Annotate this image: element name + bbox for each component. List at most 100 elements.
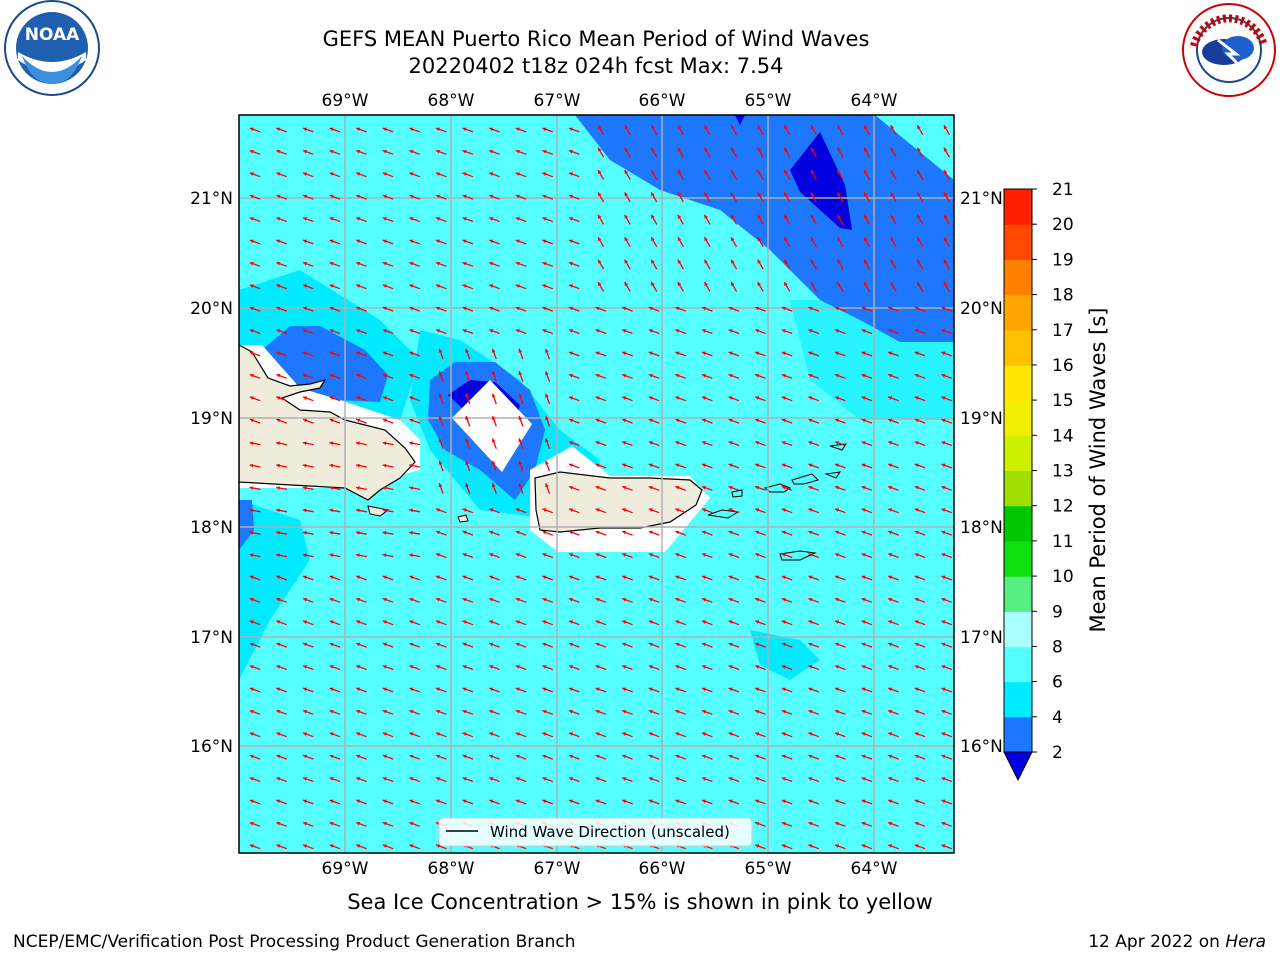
wind-arrow-head [781,306,786,311]
wind-arrow-head [914,463,919,468]
wind-arrow-head [890,237,895,242]
wind-arrow-head [624,259,629,264]
wind-arrow-head [784,147,788,152]
wind-arrow-head [276,709,281,714]
wind-arrow-head [595,620,600,624]
wind-arrow-head [438,348,443,353]
wind-arrow-head [728,642,733,647]
wind-arrow-head [648,754,653,759]
colorbar-tick-label: 6 [1052,673,1063,693]
wind-arrow-head [914,373,919,378]
wind-arrow-head [595,665,600,669]
wind-arrow-head [941,597,946,602]
wind-arrow-head [436,642,440,647]
wind-arrow-head [569,396,573,400]
wind-arrow-head [888,821,893,826]
wind-arrow-head [329,217,334,221]
wind-arrow-head [781,799,786,804]
wind-arrow-head [542,194,547,199]
wind-arrow-head [356,620,361,624]
colorbar-bin [1004,435,1032,472]
wind-arrow-head [675,754,680,759]
wind-arrow-head [624,214,629,219]
wind-arrow-head [489,127,494,132]
wind-arrow-head [249,531,254,535]
map-frame [238,114,955,854]
wind-arrow-head [755,665,760,669]
wind-arrow-head [356,194,361,199]
wind-arrow-head [249,396,254,400]
wind-arrow-head [595,373,600,378]
wind-arrow-head [835,732,839,736]
wind-arrow-head [462,709,467,714]
wind-arrow-head [356,217,361,221]
wind-arrow-head [518,416,523,420]
wind-arrow-head [382,777,387,781]
wind-arrow-head [861,329,866,333]
colorbar-extend-triangle [1003,751,1033,782]
wind-arrow-head [356,732,361,736]
lat-label-left: 17°N [190,628,233,648]
wind-arrow-head [648,530,653,535]
wind-arrow-head [784,282,788,286]
colorbar-tick-label: 18 [1052,286,1074,306]
wind-arrow-head [835,709,839,714]
wind-arrow-head [329,642,334,647]
wind-arrow-head [409,329,414,333]
wind-arrow-head [382,463,387,468]
wind-arrow-head [515,732,520,736]
wind-arrow-head [249,239,254,244]
wind-arrow-head [491,438,496,443]
wind-arrow-head [835,799,839,804]
wind-arrow-head [329,821,334,826]
wind-arrow-head [569,732,573,736]
wind-arrow-head [702,508,706,512]
wind-arrow-head [569,217,573,221]
colorbar-tick-label: 15 [1052,391,1074,411]
wind-arrow-head [436,777,440,781]
wind-arrow-head [651,125,655,130]
wind-arrow-head [489,172,494,176]
wind-arrow-head [781,620,786,624]
lon-label-top: 69°W [322,91,369,111]
wind-arrow-head [808,777,813,781]
datestamp-date: 12 Apr 2022 on [1088,932,1226,952]
wind-arrow-head [409,642,414,647]
wind-arrow-head [648,463,653,468]
wind-arrow-head [675,508,680,512]
wind-arrow-head [595,709,600,714]
wind-arrow-head [515,172,520,176]
wind-arrow-head [890,125,895,130]
wind-arrow-head [569,553,573,557]
wind-arrow-head [409,149,414,154]
wind-arrow-head [329,575,334,580]
wind-arrow-head [329,508,334,513]
wind-arrow-head [781,418,786,423]
wind-arrow-head [542,732,547,736]
wind-arrow-head [542,754,547,759]
wind-arrow-head [303,732,307,736]
wind-arrow-head [941,687,946,692]
wind-arrow-head [808,508,813,512]
wind-arrow-head [755,329,760,333]
wind-arrow-head [861,754,866,759]
wind-arrow-head [943,192,948,197]
wind-arrow-head [808,642,813,647]
lon-label-bottom: 68°W [428,859,475,879]
wind-arrow-head [781,530,786,535]
wind-arrow-head [675,597,680,602]
wind-arrow-head [837,237,841,242]
wind-arrow-head [356,508,360,513]
wind-arrow-head [465,371,469,376]
wind-arrow-head [409,239,414,244]
wind-arrow-head [704,214,708,219]
wind-arrow-head [329,799,334,804]
wind-arrow-head [808,396,813,400]
wind-arrow-head [542,665,547,669]
wind-arrow-head [755,441,760,445]
wind-arrow-head [888,306,893,311]
wind-arrow-head [702,418,706,423]
wind-arrow-head [462,754,467,759]
wind-arrow-head [914,754,919,759]
wind-arrow-head [409,508,413,513]
